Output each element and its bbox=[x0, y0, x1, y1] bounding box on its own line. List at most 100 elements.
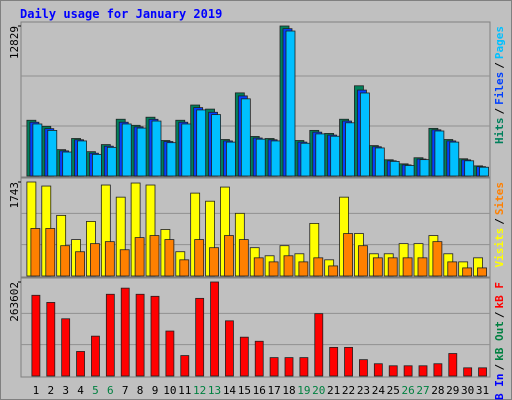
bar bbox=[136, 127, 147, 177]
bar bbox=[463, 367, 473, 377]
bar bbox=[224, 235, 234, 277]
bar bbox=[387, 257, 398, 277]
bar bbox=[344, 346, 353, 377]
x-tick-label: 31 bbox=[476, 384, 489, 397]
x-tick-label: 13 bbox=[208, 384, 221, 397]
bar bbox=[238, 239, 249, 277]
bar bbox=[166, 142, 177, 177]
bar bbox=[91, 335, 100, 377]
legend-entry: Visits bbox=[493, 228, 506, 268]
x-tick-label: 4 bbox=[77, 384, 84, 397]
bar bbox=[77, 140, 87, 177]
bar bbox=[164, 239, 175, 277]
bar bbox=[284, 357, 294, 377]
bar bbox=[404, 165, 415, 177]
bar bbox=[330, 135, 341, 177]
bar bbox=[195, 297, 205, 377]
bar bbox=[31, 294, 41, 377]
bar bbox=[403, 365, 413, 377]
legend-separator: / bbox=[493, 62, 506, 69]
bar bbox=[464, 160, 475, 177]
legend-entry: kB F bbox=[493, 282, 506, 309]
bar bbox=[434, 130, 445, 177]
bar bbox=[300, 142, 311, 177]
bar bbox=[134, 237, 145, 277]
bar bbox=[433, 363, 443, 377]
bar bbox=[373, 363, 383, 377]
bar bbox=[432, 241, 443, 277]
bar bbox=[343, 233, 353, 277]
bar bbox=[479, 166, 489, 177]
bar bbox=[388, 365, 398, 377]
x-tick-label: 22 bbox=[342, 384, 355, 397]
bar bbox=[76, 351, 85, 377]
bar bbox=[314, 313, 324, 377]
bar bbox=[240, 98, 251, 177]
x-tick-label: 1 bbox=[33, 384, 40, 397]
x-tick-label: 18 bbox=[282, 384, 295, 397]
bar bbox=[75, 251, 85, 277]
bar bbox=[269, 357, 279, 377]
bar bbox=[45, 228, 56, 277]
x-tick-label: 27 bbox=[416, 384, 429, 397]
bar bbox=[165, 330, 175, 377]
legend: kB In / kB Out / kB F bbox=[493, 282, 506, 400]
bar bbox=[181, 123, 192, 177]
bar bbox=[329, 346, 339, 377]
bar bbox=[211, 114, 221, 177]
bar bbox=[328, 265, 339, 277]
legend-entry: Hits bbox=[493, 118, 506, 145]
bar bbox=[402, 257, 413, 277]
bar bbox=[313, 257, 324, 277]
bar bbox=[372, 257, 383, 277]
legend-entry: Pages bbox=[493, 26, 506, 59]
x-tick-label: 5 bbox=[92, 384, 99, 397]
bar bbox=[226, 141, 236, 177]
x-tick-label: 28 bbox=[431, 384, 444, 397]
bar bbox=[60, 245, 71, 277]
bar bbox=[150, 295, 160, 377]
legend-entry: Files bbox=[493, 72, 506, 105]
bar bbox=[374, 147, 385, 177]
bar bbox=[46, 302, 56, 377]
bar bbox=[360, 92, 370, 177]
bar bbox=[119, 249, 130, 277]
x-tick-label: 9 bbox=[152, 384, 159, 397]
bar bbox=[90, 243, 100, 277]
chart-title: Daily usage for January 2019 bbox=[20, 7, 222, 21]
x-tick-label: 14 bbox=[223, 384, 237, 397]
bar bbox=[389, 160, 400, 177]
x-tick-label: 2 bbox=[47, 384, 54, 397]
bar bbox=[270, 140, 281, 177]
x-tick-label: 19 bbox=[297, 384, 310, 397]
x-tick-label: 16 bbox=[253, 384, 266, 397]
bar bbox=[315, 133, 326, 177]
bar bbox=[299, 357, 309, 377]
x-tick-label: 6 bbox=[107, 384, 114, 397]
bar bbox=[477, 267, 487, 277]
bar bbox=[120, 287, 130, 377]
bar bbox=[478, 367, 487, 377]
bar bbox=[417, 257, 428, 277]
legend: Visits / Sites bbox=[493, 182, 506, 268]
bar bbox=[447, 261, 458, 277]
bar bbox=[135, 293, 145, 377]
bar bbox=[449, 141, 460, 177]
bar bbox=[345, 122, 355, 177]
x-tick-label: 15 bbox=[238, 384, 251, 397]
x-tick-label: 11 bbox=[178, 384, 191, 397]
legend-entry: kB In bbox=[493, 374, 506, 400]
bar bbox=[121, 123, 132, 177]
x-tick-label: 3 bbox=[62, 384, 69, 397]
y-tick-label: 1743 bbox=[8, 182, 21, 209]
x-tick-label: 20 bbox=[312, 384, 325, 397]
bar bbox=[210, 281, 219, 377]
x-tick-label: 21 bbox=[327, 384, 340, 397]
bar bbox=[359, 359, 368, 377]
bar bbox=[179, 259, 190, 277]
bar bbox=[448, 353, 458, 377]
bar bbox=[62, 151, 73, 177]
bar bbox=[106, 146, 117, 177]
x-tick-label: 12 bbox=[193, 384, 206, 397]
bar bbox=[105, 293, 115, 377]
